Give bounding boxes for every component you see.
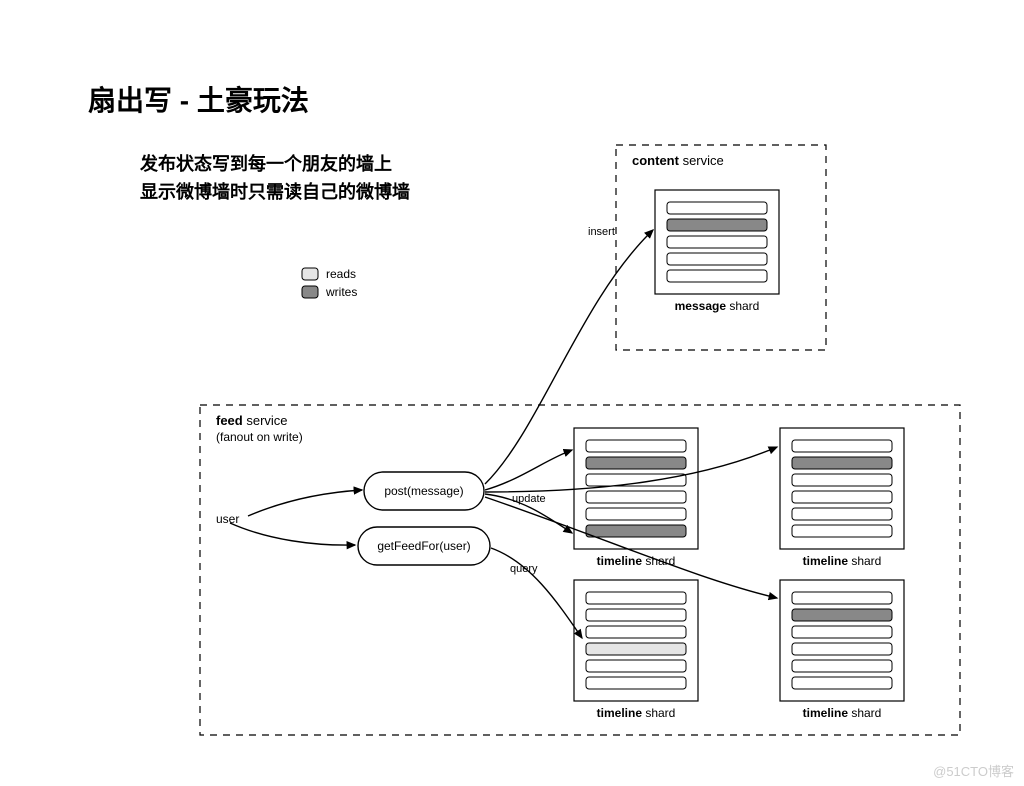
arrow-getFeed_to_user [230, 523, 355, 545]
shard-row [586, 609, 686, 621]
shard-row [586, 491, 686, 503]
shard-row [586, 643, 686, 655]
shard-row [586, 677, 686, 689]
watermark: @51CTO博客 [933, 761, 1014, 780]
shard-row [586, 525, 686, 537]
page-title: 扇出写 - 土豪玩法 [88, 84, 309, 116]
shard-caption-tl_bot_left: timeline shard [597, 706, 676, 720]
shard-row [667, 219, 767, 231]
arrow-query [491, 548, 582, 638]
shard-row [792, 643, 892, 655]
shard-row [667, 236, 767, 248]
subtitle-2: 显示微博墙时只需读自己的微博墙 [140, 181, 410, 202]
shard-caption-content: message shard [675, 299, 760, 313]
shard-row [586, 440, 686, 452]
shard-caption-tl_bot_right: timeline shard [803, 706, 882, 720]
shard-row [586, 626, 686, 638]
subtitle-1: 发布状态写到每一个朋友的墙上 [139, 153, 392, 174]
feed-service-sublabel: (fanout on write) [216, 430, 303, 444]
post-method-label: post(message) [384, 484, 463, 498]
shard-row [586, 660, 686, 672]
arrow-user_to_post [248, 490, 362, 516]
shard-row [667, 270, 767, 282]
shard-row [667, 202, 767, 214]
shard-caption-tl_top_right: timeline shard [803, 554, 882, 568]
shard-row [792, 457, 892, 469]
legend-reads-icon [302, 268, 318, 280]
shard-row [792, 491, 892, 503]
shard-row [792, 592, 892, 604]
user-label: user [216, 512, 239, 526]
edge-label-query: query [510, 563, 538, 575]
shard-row [792, 660, 892, 672]
shard-row [586, 508, 686, 520]
shard-row [792, 508, 892, 520]
shard-row [792, 525, 892, 537]
shard-row [792, 474, 892, 486]
content-service-label: content service [632, 153, 724, 168]
shard-row [586, 457, 686, 469]
legend-writes-icon [302, 286, 318, 298]
edge-label-update: update [512, 493, 546, 505]
shard-caption-tl_top_left: timeline shard [597, 554, 676, 568]
shard-row [792, 626, 892, 638]
legend-reads-label: reads [326, 267, 356, 281]
shard-row [792, 609, 892, 621]
shard-row [586, 474, 686, 486]
diagram-canvas: 扇出写 - 土豪玩法发布状态写到每一个朋友的墙上显示微博墙时只需读自己的微博墙 r… [0, 0, 1024, 786]
shard-row [792, 440, 892, 452]
getfeed-method-label: getFeedFor(user) [377, 539, 470, 553]
shard-row [667, 253, 767, 265]
feed-service-label: feed service [216, 413, 288, 428]
legend-writes-label: writes [325, 285, 357, 299]
shard-row [792, 677, 892, 689]
shard-row [586, 592, 686, 604]
edge-label-insert: insert [588, 226, 615, 238]
